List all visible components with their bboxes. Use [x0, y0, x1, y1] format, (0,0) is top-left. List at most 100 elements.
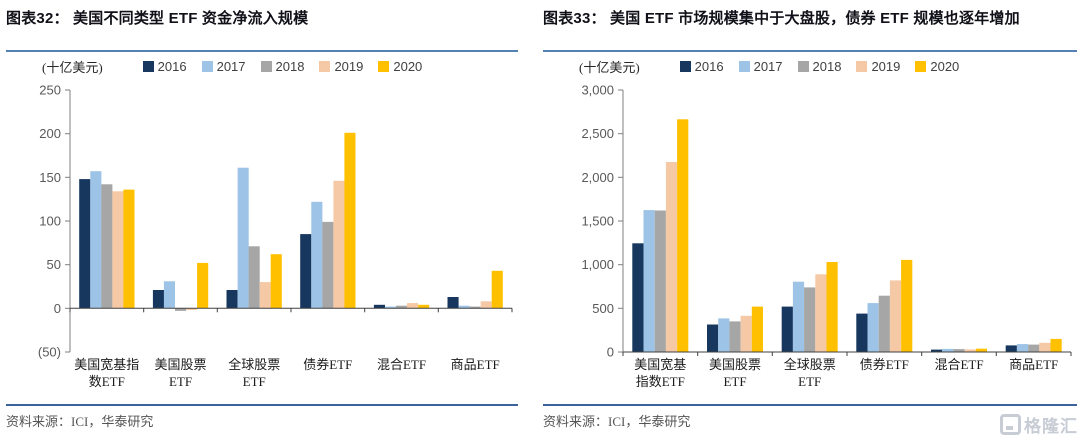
legend-label: 2018: [275, 58, 305, 74]
source-note: 资料来源：ICI，华泰研究: [543, 414, 691, 429]
legend-item-2017: 2017: [738, 59, 783, 74]
svg-text:ETF: ETF: [169, 374, 192, 389]
bar-混合ETF-2017: [384, 306, 396, 309]
bar-美国宽基指数ETF-2018: [101, 184, 113, 309]
svg-text:2,000: 2,000: [581, 170, 614, 185]
legend-label: 2019: [871, 58, 901, 74]
bar-债券ETF-2016: [300, 234, 312, 309]
bar-美国股票ETF-2019: [740, 315, 752, 352]
y-axis-unit-label: (十亿美元): [579, 59, 640, 75]
title-divider: [6, 50, 518, 52]
legend: 2016 2017 2018 2019 2020: [679, 58, 959, 74]
bar-美国股票ETF-2016: [152, 290, 164, 309]
bar-债券ETF-2018: [322, 221, 334, 309]
chart-meta-row: (十亿美元) 2016 2017 2018 2019 2020: [543, 54, 1077, 78]
legend-swatch: [260, 60, 272, 72]
svg-text:3,000: 3,000: [581, 83, 614, 98]
legend-item-2018: 2018: [260, 58, 305, 74]
bar-债券ETF-2020: [344, 132, 356, 309]
bar-混合ETF-2020: [418, 304, 430, 309]
svg-text:50: 50: [47, 257, 61, 272]
svg-text:全球股票: 全球股票: [228, 357, 280, 372]
bar-债券ETF-2018: [878, 295, 890, 352]
svg-text:0: 0: [54, 301, 61, 316]
legend-swatch: [319, 60, 331, 72]
bar-chart-figure-33: 3,000 2,500 2,000 1,500 1,000 500 0 美国宽基 指数ETF 美国…: [543, 78, 1077, 404]
legend-item-2019: 2019: [856, 59, 900, 74]
svg-text:0: 0: [607, 345, 614, 360]
svg-text:混合ETF: 混合ETF: [377, 357, 426, 372]
bar-全球股票ETF-2019: [815, 274, 827, 352]
title-divider: [543, 50, 1077, 52]
gelonghui-g-icon: [1000, 414, 1021, 435]
svg-text:商品ETF: 商品ETF: [1009, 357, 1058, 372]
y-axis-unit-label: (十亿美元): [42, 59, 103, 75]
figure-33-title: 图表33： 美国 ETF 市场规模集中于大盘股，债券 ETF 规模也逐年增加: [543, 10, 1020, 27]
svg-text:全球股票: 全球股票: [784, 357, 836, 372]
svg-text:美国股票: 美国股票: [709, 357, 761, 372]
bar-美国宽基指数ETF-2017: [643, 210, 655, 352]
svg-text:250: 250: [39, 83, 61, 98]
bar-全球股票ETF-2016: [226, 290, 238, 309]
legend-label: 2016: [694, 58, 724, 74]
legend-label: 2018: [812, 58, 842, 74]
legend-label: 2019: [334, 58, 364, 74]
bar-混合ETF-2017: [942, 348, 954, 352]
legend-item-2020: 2020: [378, 59, 422, 74]
bar-债券ETF-2017: [311, 201, 323, 309]
bar-美国宽基指数ETF-2019: [665, 162, 678, 352]
bar-商品ETF-2018: [1028, 344, 1040, 352]
bar-全球股票ETF-2020: [826, 262, 838, 352]
bar-混合ETF-2016: [373, 304, 385, 309]
source-divider: [543, 404, 1077, 406]
bar-美国股票ETF-2018: [729, 321, 741, 352]
bar-chart-figure-32: 250 200 150 100 50 0 (50) 美国宽基指 数ETF 美国股票 ETF 全球股票 E…: [6, 78, 518, 404]
bar-混合ETF-2016: [931, 349, 943, 352]
legend-swatch: [738, 60, 750, 72]
bar-商品ETF-2016: [447, 297, 459, 309]
legend-label: 2017: [216, 58, 246, 74]
legend-swatch: [856, 60, 868, 72]
bar-全球股票ETF-2017: [792, 281, 805, 352]
bar-混合ETF-2019: [407, 303, 419, 309]
bar-美国股票ETF-2020: [197, 262, 209, 309]
legend-swatch: [679, 60, 691, 72]
bar-商品ETF-2020: [491, 270, 503, 309]
bar-混合ETF-2018: [396, 305, 408, 309]
svg-text:债券ETF: 债券ETF: [860, 357, 909, 372]
legend-item-2020: 2020: [915, 59, 959, 74]
source-divider: [6, 404, 518, 406]
bar-混合ETF-2018: [953, 349, 965, 352]
legend-swatch: [797, 60, 809, 72]
chart-meta-row: (十亿美元) 2016 2017 2018 2019 2020: [6, 54, 518, 78]
svg-text:2,500: 2,500: [581, 126, 614, 141]
bar-商品ETF-2020: [1050, 338, 1062, 352]
legend-item-2016: 2016: [142, 59, 187, 74]
bar-美国宽基指数ETF-2016: [79, 179, 91, 309]
bar-美国宽基指数ETF-2019: [112, 191, 124, 309]
bar-美国宽基指数ETF-2017: [90, 171, 102, 309]
bar-债券ETF-2020: [901, 259, 913, 352]
bar-债券ETF-2016: [856, 313, 868, 352]
legend-swatch: [142, 60, 154, 72]
bar-全球股票ETF-2018: [804, 287, 816, 352]
bar-混合ETF-2019: [964, 349, 976, 352]
svg-text:美国宽基: 美国宽基: [634, 357, 686, 372]
bar-商品ETF-2017: [1016, 344, 1029, 352]
legend-swatch: [378, 60, 390, 72]
svg-text:债券ETF: 债券ETF: [303, 357, 352, 372]
bar-美国股票ETF-2018: [175, 308, 187, 311]
legend: 2016 2017 2018 2019 2020: [142, 58, 422, 74]
svg-text:ETF: ETF: [243, 374, 266, 389]
svg-text:1,000: 1,000: [581, 257, 614, 272]
gelonghui-logo: 格隆汇: [1000, 412, 1078, 437]
gelonghui-logo-text: 格隆汇: [1024, 417, 1078, 436]
bar-美国股票ETF-2019: [186, 308, 198, 310]
svg-text:150: 150: [39, 170, 61, 185]
bar-商品ETF-2016: [1005, 345, 1017, 352]
svg-text:100: 100: [39, 214, 61, 229]
bar-商品ETF-2018: [469, 306, 481, 309]
figure-32-title: 图表32： 美国不同类型 ETF 资金净流入规模: [6, 10, 309, 27]
